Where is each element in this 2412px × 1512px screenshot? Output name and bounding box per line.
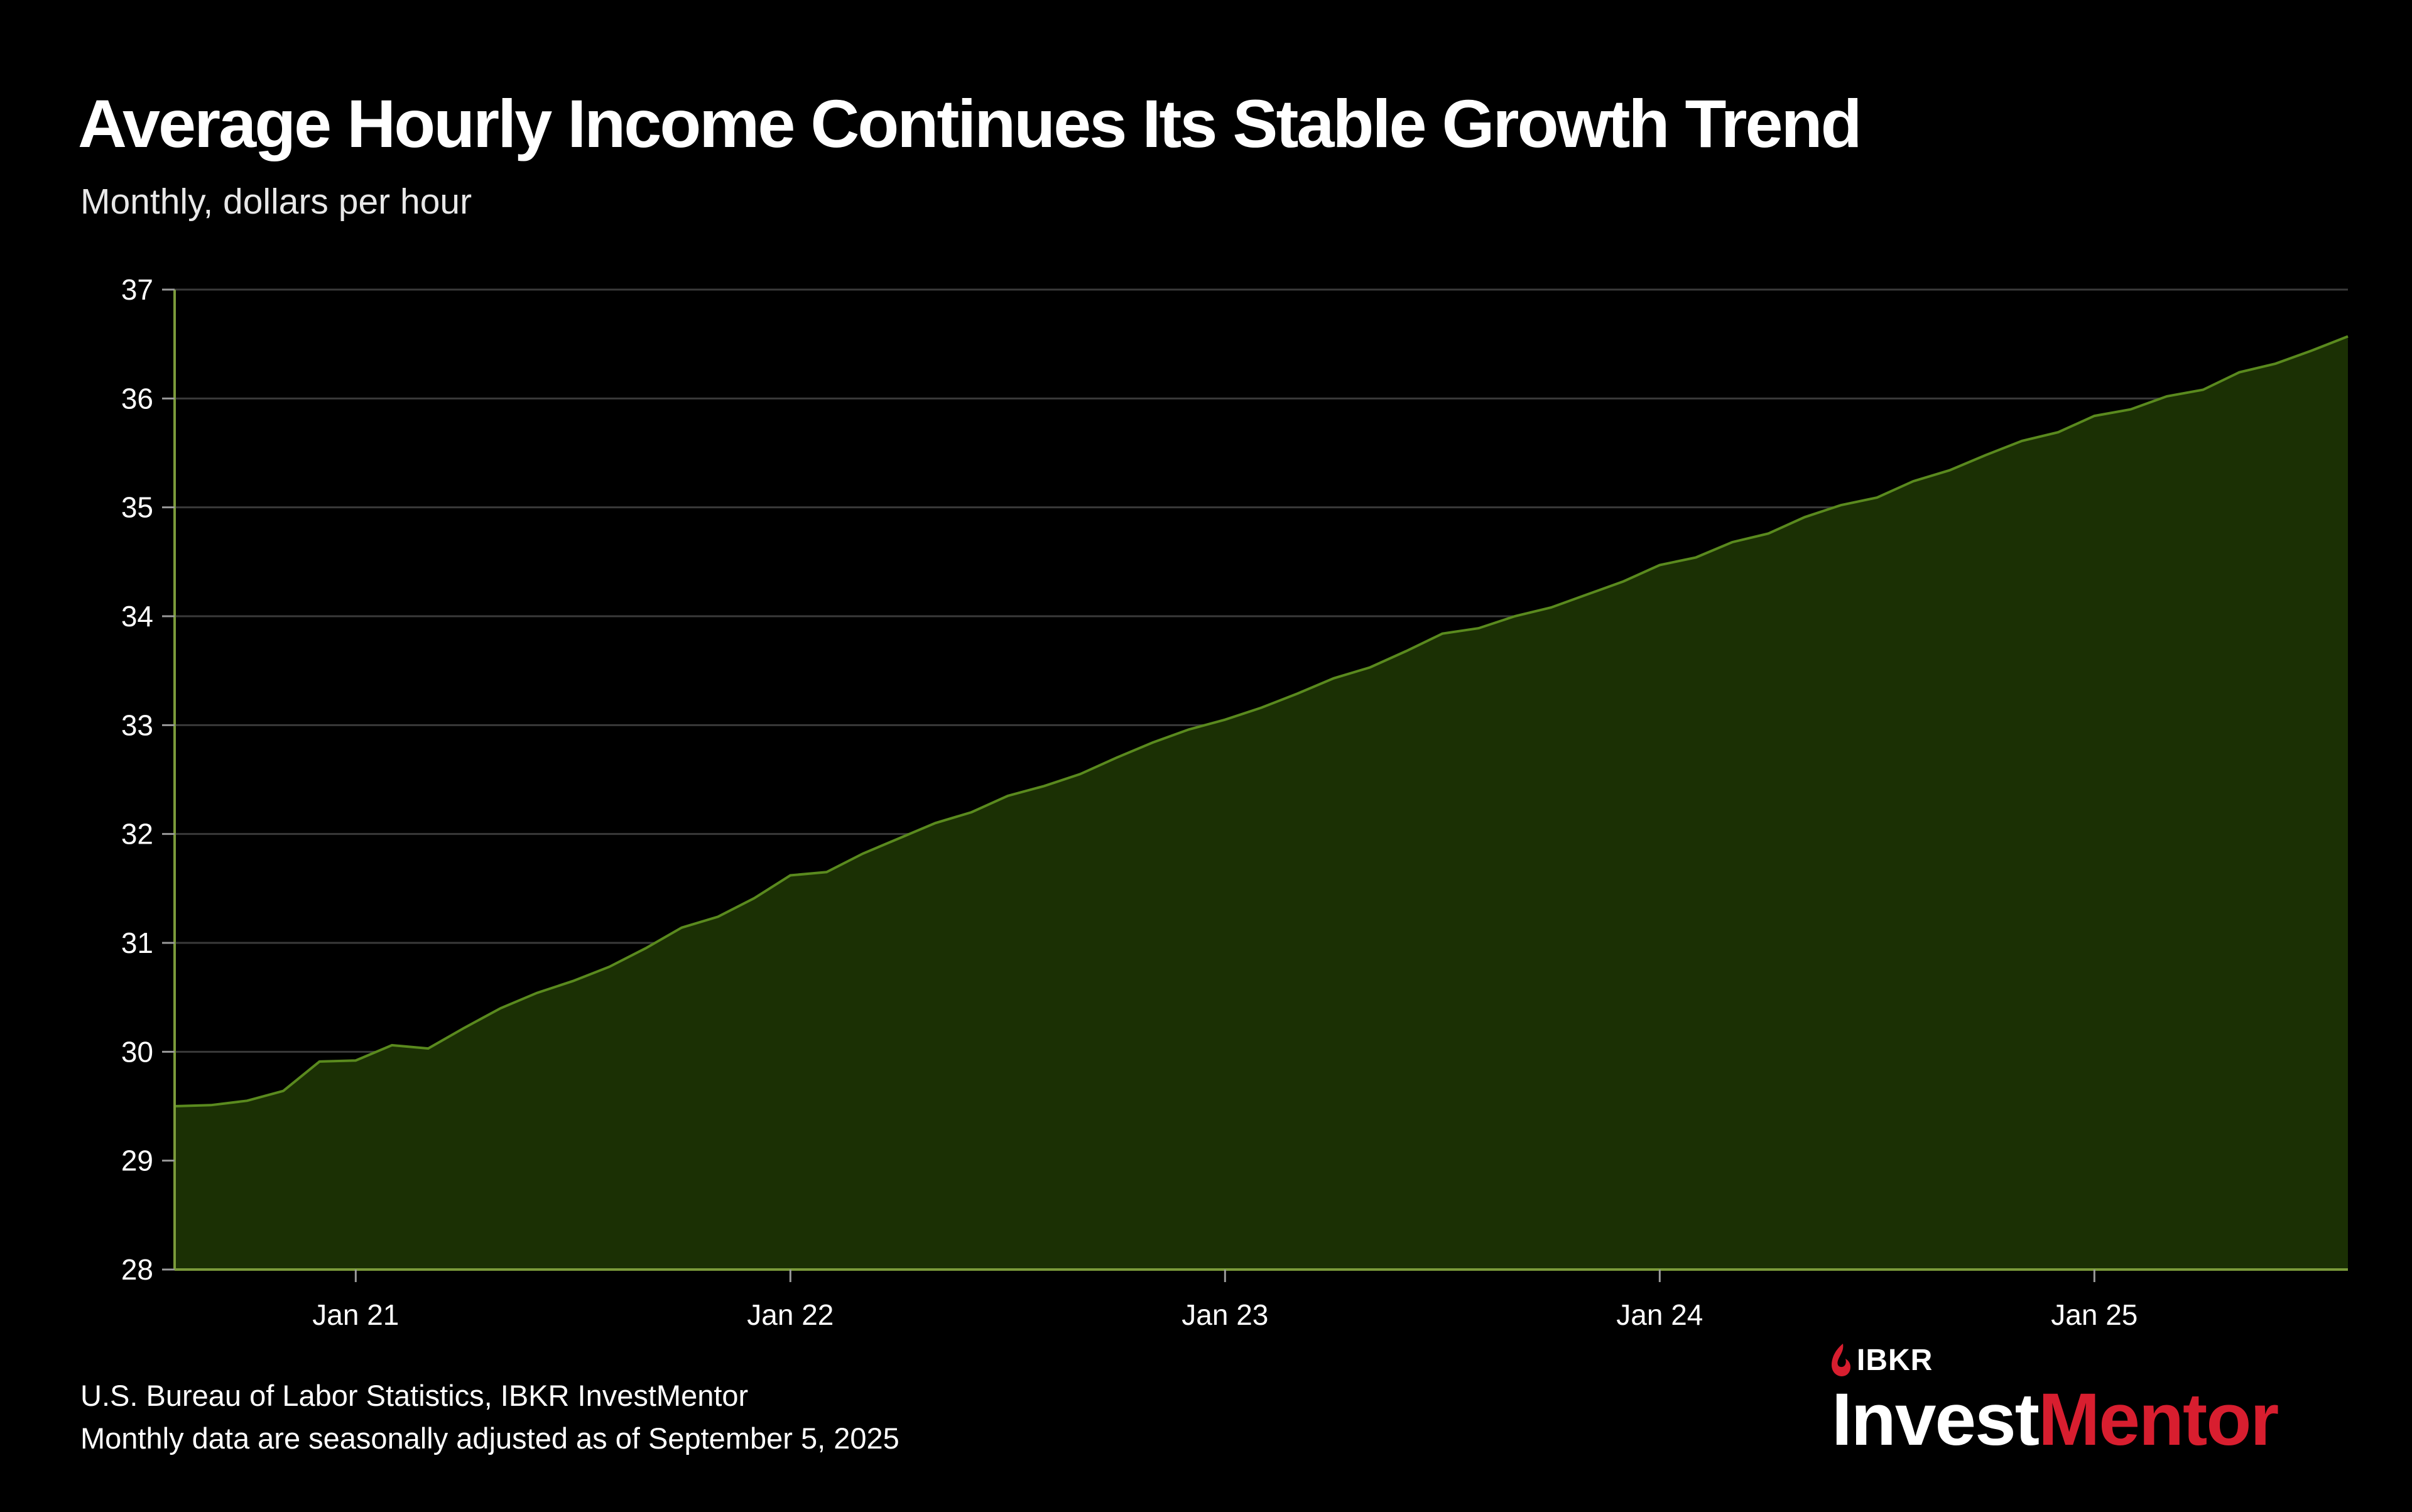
y-tick-label: 29 [121, 1145, 153, 1177]
y-tick-label: 31 [121, 927, 153, 959]
investmentor-wordmark: InvestMentor [1832, 1378, 2279, 1461]
ibkr-flame-icon [1832, 1344, 1850, 1376]
y-tick-label: 34 [121, 600, 153, 633]
data-note: Monthly data are seasonally adjusted as … [80, 1422, 899, 1455]
ibkr-mark: IBKR [1829, 1338, 1933, 1382]
y-tick-label: 35 [121, 491, 153, 524]
x-tick-label: Jan 25 [2051, 1298, 2138, 1331]
x-tick-label: Jan 21 [312, 1298, 399, 1331]
wordmark-invest: Invest [1832, 1378, 2040, 1461]
y-axis-ticks: 28 29 30 31 32 33 34 35 36 37 [121, 273, 175, 1286]
x-tick-label: Jan 22 [747, 1298, 834, 1331]
series-line [174, 335, 2349, 1107]
y-tick-label: 36 [121, 382, 153, 415]
y-tick-label: 28 [121, 1253, 153, 1286]
x-axis-ticks: Jan 21 Jan 22 Jan 23 Jan 24 Jan 25 [312, 1270, 2138, 1331]
footer: U.S. Bureau of Labor Statistics, IBKR In… [80, 1374, 899, 1460]
chart-subtitle: Monthly, dollars per hour [80, 182, 472, 222]
y-tick-label: 37 [121, 273, 153, 306]
y-tick-label: 33 [121, 709, 153, 741]
y-tick-label: 32 [121, 818, 153, 851]
area-fill [175, 336, 2348, 1270]
source-note: U.S. Bureau of Labor Statistics, IBKR In… [80, 1379, 749, 1412]
ibkr-investmentor-logo: IBKR InvestMentor [1829, 1338, 2344, 1464]
wordmark-mentor: Mentor [2038, 1378, 2279, 1461]
ibkr-text: IBKR [1857, 1343, 1933, 1377]
y-tick-label: 30 [121, 1035, 153, 1068]
x-tick-label: Jan 24 [1616, 1298, 1703, 1331]
axes [173, 290, 2348, 1271]
x-tick-label: Jan 23 [1182, 1298, 1268, 1331]
chart-title: Average Hourly Income Continues Its Stab… [78, 85, 1862, 161]
